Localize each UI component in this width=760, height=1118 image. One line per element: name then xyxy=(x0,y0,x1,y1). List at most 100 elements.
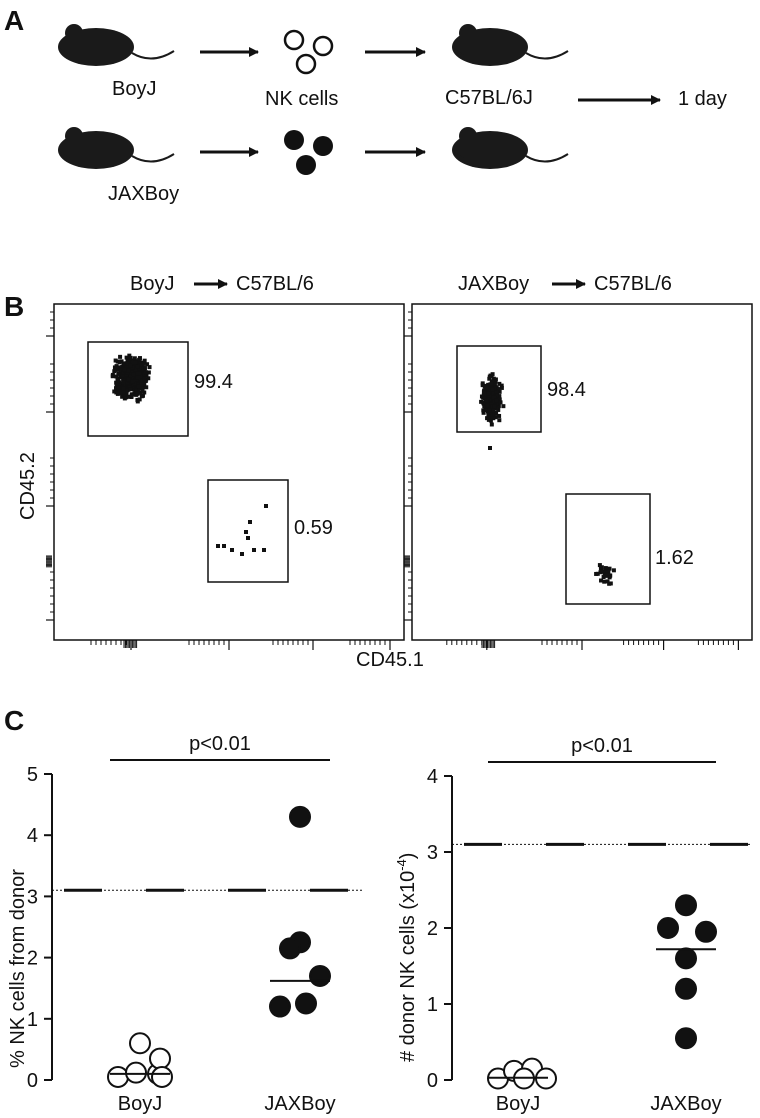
cells-label: NK cells xyxy=(265,88,338,110)
flow-event xyxy=(499,385,504,390)
flow-event xyxy=(130,376,135,381)
nk-cells-filled-icon xyxy=(284,130,333,175)
gate-right-top xyxy=(456,345,542,433)
flow-event xyxy=(489,381,494,386)
panel-label-a: A xyxy=(4,5,24,36)
flow-event xyxy=(140,388,145,393)
flow-event xyxy=(117,360,122,365)
flow-event xyxy=(116,385,121,390)
flow-event xyxy=(118,354,123,359)
chart-left-points xyxy=(107,805,331,1088)
flow-event xyxy=(484,385,489,390)
flow-event xyxy=(140,378,145,383)
flow-event xyxy=(488,387,493,392)
flow-event xyxy=(480,383,485,388)
flow-event xyxy=(130,360,135,365)
flow-event xyxy=(497,413,502,418)
flow-event xyxy=(599,568,604,573)
flow-event xyxy=(481,410,486,415)
flow-event xyxy=(485,403,490,408)
flow-event xyxy=(134,388,139,393)
flow-event xyxy=(490,412,495,417)
flow-event xyxy=(491,376,496,381)
flow-event xyxy=(607,581,612,586)
flow-event xyxy=(147,365,152,370)
flow-event xyxy=(605,568,610,573)
gate-left-top-value: 99.4 xyxy=(194,371,233,393)
flow-event xyxy=(488,418,493,423)
panel-label-b: B xyxy=(4,291,24,322)
gate-left-bottom-value: 0.59 xyxy=(294,517,333,539)
flow-axis-ticks xyxy=(46,311,740,650)
panel-label-c: C xyxy=(4,705,24,736)
flow-event xyxy=(129,394,134,399)
flow-event xyxy=(146,370,151,375)
y-tick-label: 1 xyxy=(27,1009,38,1031)
flow-event xyxy=(117,383,122,388)
flow-event xyxy=(133,367,138,372)
data-point-filled xyxy=(269,995,291,1018)
flow-event xyxy=(142,366,147,371)
flow-event xyxy=(114,386,119,391)
flow-event xyxy=(121,380,126,385)
data-point-filled xyxy=(309,964,331,987)
flow-event xyxy=(246,536,250,540)
flow-event xyxy=(497,381,502,386)
flow-event xyxy=(491,390,496,395)
flow-event xyxy=(112,369,117,374)
flow-event xyxy=(130,379,135,384)
flow-event xyxy=(121,390,126,395)
chart-left-axes: 0 1 2 3 4 5 xyxy=(27,759,362,1092)
flow-event xyxy=(499,383,504,388)
flow-event xyxy=(137,397,142,402)
flow-title-left-recipient: C57BL/6 xyxy=(236,273,314,295)
flow-event xyxy=(117,387,122,392)
flow-event xyxy=(487,376,492,381)
flow-event xyxy=(127,356,132,361)
flow-event xyxy=(110,374,115,379)
flow-event xyxy=(595,571,600,576)
flow-event xyxy=(494,401,499,406)
chart-left-annotation: p<0.01 xyxy=(189,733,251,755)
flow-xlabel: CD45.1 xyxy=(356,649,424,671)
flow-event xyxy=(136,384,141,389)
flow-event xyxy=(491,408,496,413)
flow-event xyxy=(484,408,489,413)
flow-event xyxy=(264,504,268,508)
flow-event xyxy=(482,396,487,401)
flow-event xyxy=(486,415,491,420)
flow-event xyxy=(146,376,151,381)
flow-event xyxy=(114,364,119,369)
flow-event xyxy=(216,544,220,548)
flow-event xyxy=(490,387,495,392)
flow-event xyxy=(497,397,502,402)
flow-event xyxy=(128,363,133,368)
flow-event xyxy=(137,371,142,376)
flow-title-right-recipient: C57BL/6 xyxy=(594,273,672,295)
flow-event xyxy=(493,415,498,420)
flow-event xyxy=(139,366,144,371)
flow-event xyxy=(126,394,131,399)
chart-right-annotation: p<0.01 xyxy=(571,735,633,757)
data-point-open xyxy=(107,1065,129,1088)
flow-event xyxy=(487,408,492,413)
chart-right-ylabel-sup: -4 xyxy=(394,859,409,871)
flow-plot-left-frame xyxy=(53,303,405,641)
flow-event xyxy=(491,415,496,420)
mouse-icon-recipient xyxy=(451,126,569,170)
flow-event xyxy=(135,397,140,402)
chart-left-category-0: BoyJ xyxy=(118,1093,162,1115)
y-tick-label: 0 xyxy=(427,1070,438,1092)
flow-event xyxy=(494,411,499,416)
flow-event xyxy=(494,389,499,394)
flow-event xyxy=(114,383,119,388)
flow-event xyxy=(126,377,131,382)
flow-event xyxy=(144,385,149,390)
data-point-filled xyxy=(695,920,717,943)
gate-left-bottom xyxy=(207,479,289,583)
flow-event xyxy=(494,398,499,403)
flow-event xyxy=(133,360,138,365)
flow-plot-right-frame xyxy=(411,303,753,641)
y-tick-label: 3 xyxy=(427,842,438,864)
data-point-filled xyxy=(295,992,317,1015)
